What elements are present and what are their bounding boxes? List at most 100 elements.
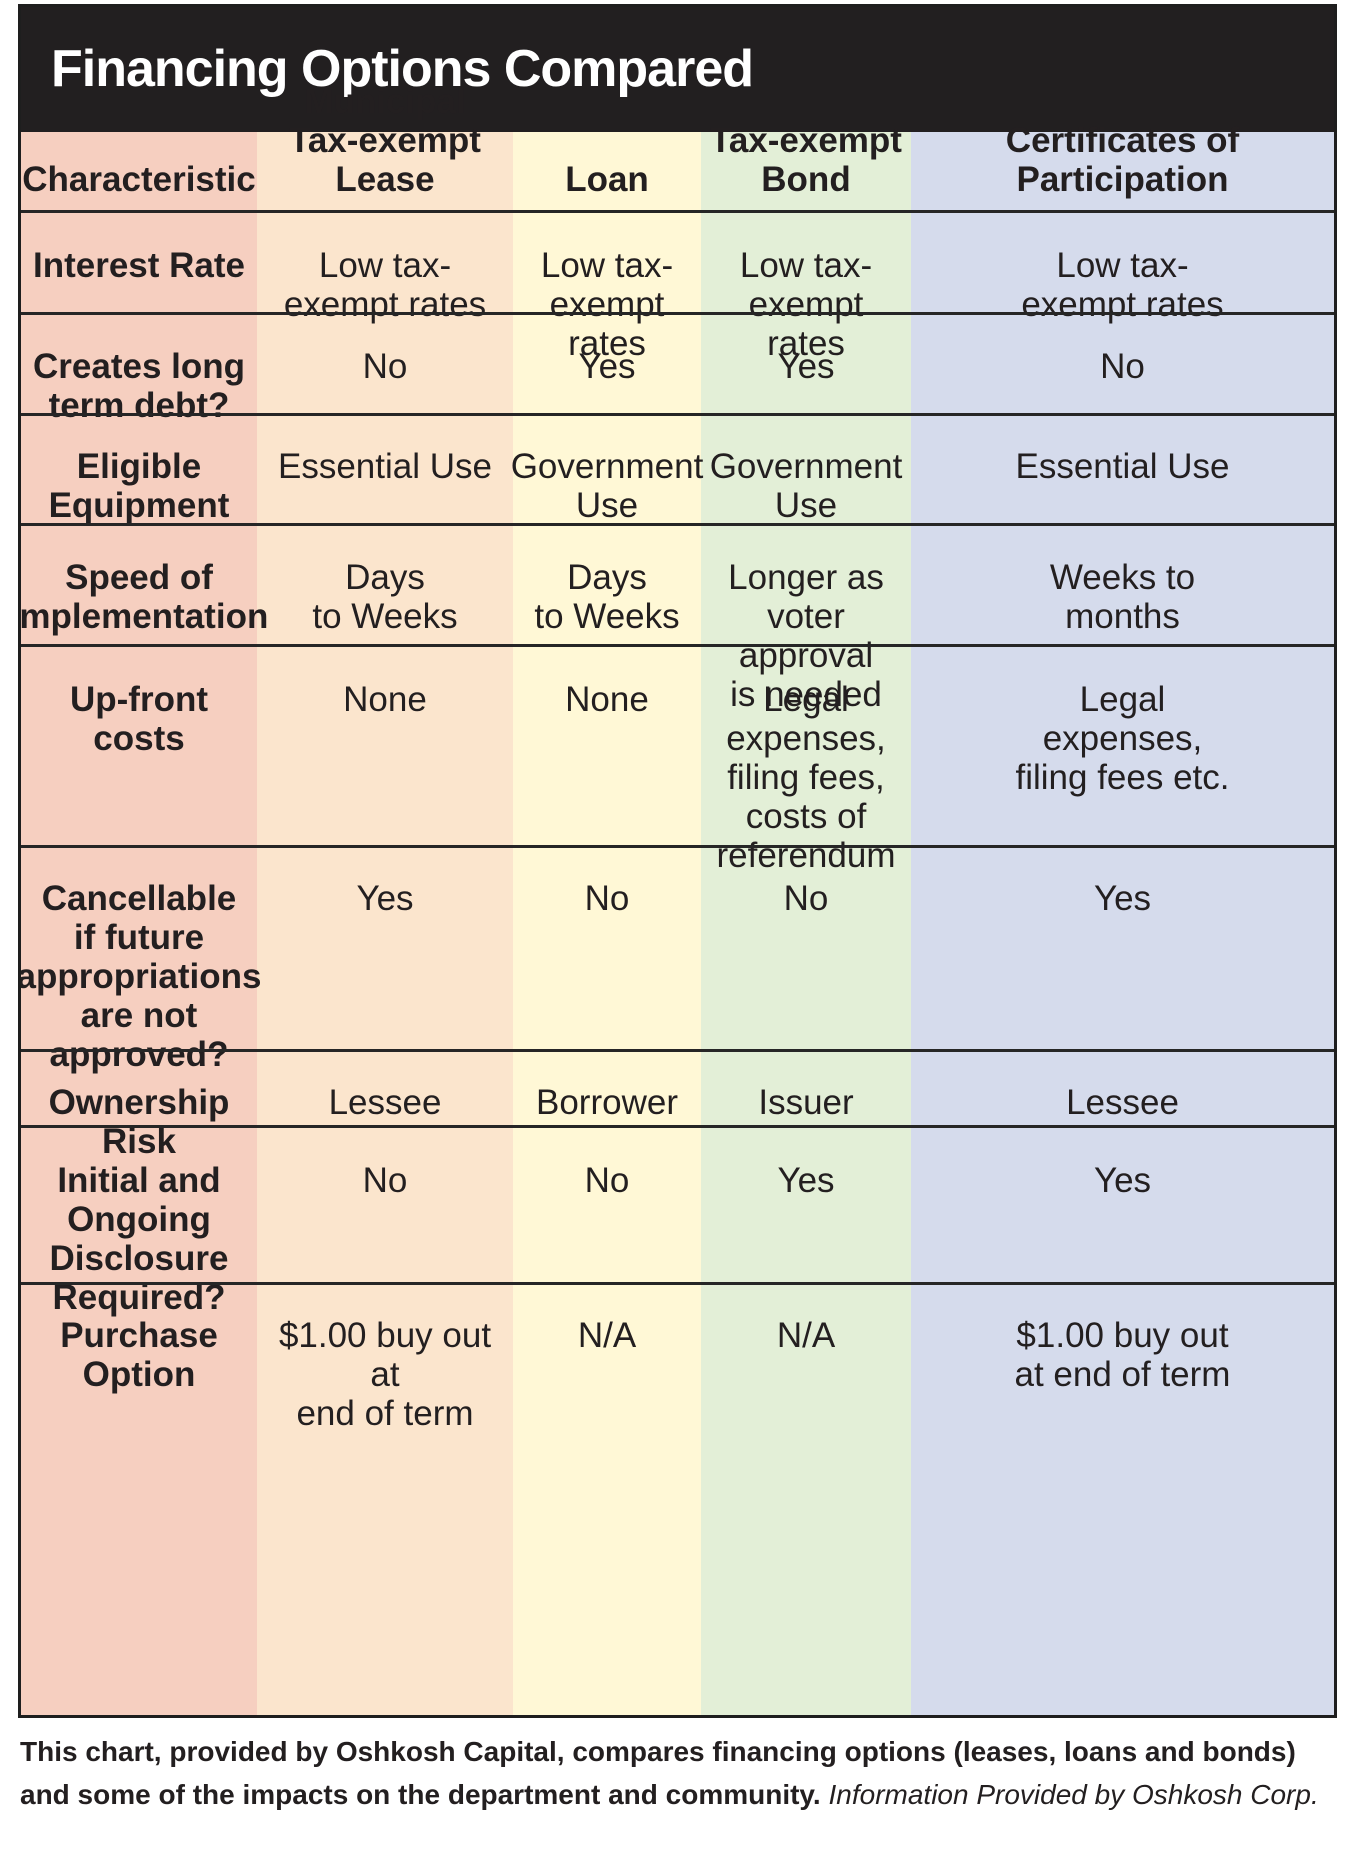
- row-divider: [21, 413, 1334, 416]
- row-divider: [21, 523, 1334, 526]
- table-cell-cop: Low tax-exempt rates: [911, 211, 1334, 324]
- cell-text: Interest Rate: [32, 246, 246, 285]
- cell-text: Creates long term debt?: [33, 347, 245, 425]
- table-cell-bond: N/A: [701, 1283, 911, 1715]
- cell-text: Weeks to months: [1049, 558, 1196, 636]
- cell-text: N/A: [577, 1316, 637, 1355]
- cell-text: Government Use: [510, 447, 704, 525]
- cell-text: Purchase Option: [60, 1316, 218, 1394]
- column-background-bond: [701, 132, 911, 1715]
- table-cell-loan: None: [513, 645, 701, 846]
- caption-text: This chart, provided by Oshkosh Capital,…: [20, 1736, 1296, 1810]
- cell-text: Legal expenses, filing fees etc.: [1015, 680, 1230, 797]
- cell-text: No: [584, 1161, 630, 1200]
- cell-text: Longer as voter approval is needed: [728, 558, 884, 714]
- table-cell-loan: Government Use: [510, 414, 704, 525]
- cell-text: No: [783, 879, 829, 918]
- row-label: Ownership Risk: [21, 1050, 257, 1161]
- table-cell-lease: $1.00 buy out at end of term: [257, 1283, 513, 1715]
- cell-text: Low tax-exempt rates: [540, 246, 674, 363]
- header-cop: Certificates of Participation: [911, 121, 1334, 211]
- header-lease: Municipal Tax-exempt Lease: [257, 82, 513, 211]
- comparison-table: Characteristic Municipal Tax-exempt Lease L…: [21, 82, 1334, 1715]
- row-divider: [21, 312, 1334, 315]
- row-label: Initial and Ongoing Disclosure Required?: [21, 1126, 257, 1317]
- table-cell-lease: Lessee: [257, 1050, 513, 1126]
- row-label: Cancellable if future appropriations are no…: [21, 846, 262, 1074]
- cell-text: Days to Weeks: [312, 558, 458, 636]
- table-cell-lease: Low tax-exempt rates: [257, 211, 513, 324]
- cell-text: Government Use: [709, 447, 903, 525]
- table-cell-loan: Yes: [513, 313, 701, 414]
- cell-text: $1.00 buy out at end of term: [1014, 1316, 1231, 1394]
- cell-text: Yes: [356, 879, 414, 918]
- cell-text: Lessee: [328, 1083, 442, 1122]
- table-cell-cop: No: [911, 313, 1334, 414]
- cell-text: Low tax-exempt rates: [283, 246, 487, 324]
- cell-text: Yes: [1093, 879, 1152, 918]
- table-cell-bond: Legal expenses, filing fees, costs of refere…: [701, 645, 911, 875]
- table-cell-loan: Borrower: [513, 1050, 701, 1126]
- cell-text: N/A: [776, 1316, 836, 1355]
- cell-text: No: [1100, 347, 1145, 386]
- table-cell-cop: Legal expenses, filing fees etc.: [911, 645, 1334, 846]
- cell-text: Borrower: [536, 1083, 678, 1122]
- header-characteristic: Characteristic: [21, 132, 257, 211]
- header-loan: Loan: [513, 132, 701, 211]
- cell-text: Low tax-exempt rates: [1021, 246, 1224, 324]
- cell-text: No: [584, 879, 630, 918]
- column-background-lease: [257, 132, 513, 1715]
- row-label: Eligible Equipment: [21, 414, 257, 525]
- table-cell-loan: N/A: [513, 1283, 701, 1715]
- page-title: Financing Options Compared: [21, 7, 1334, 132]
- row-divider: [21, 1125, 1334, 1128]
- cell-text: Yes: [1093, 1161, 1152, 1200]
- table-cell-bond: Low tax-exempt rates: [701, 211, 911, 363]
- cell-text: Certificates of Participation: [1005, 121, 1240, 199]
- cell-text: No: [362, 347, 408, 386]
- cell-text: Tax-exempt Bond: [710, 121, 902, 199]
- table-cell-loan: Days to Weeks: [513, 524, 701, 645]
- table-cell-cop: Essential Use: [911, 414, 1334, 524]
- cell-text: Yes: [777, 347, 835, 386]
- cell-text: Essential Use: [1015, 447, 1230, 486]
- table-cell-lease: No: [257, 313, 513, 414]
- cell-text: Up-front costs: [69, 680, 208, 758]
- column-background-cop: [911, 132, 1334, 1715]
- row-label: Up-front costs: [21, 645, 257, 846]
- table-cell-cop: Yes: [911, 846, 1334, 1050]
- table-cell-bond: Government Use: [701, 414, 911, 525]
- cell-text: $1.00 buy out at end of term: [278, 1316, 492, 1433]
- table-cell-bond: Yes: [701, 1126, 911, 1283]
- cell-text: Municipal Tax-exempt Lease: [289, 82, 481, 199]
- table-cell-cop: Weeks to months: [911, 524, 1334, 645]
- cell-text: Legal expenses, filing fees, costs of refere…: [716, 680, 896, 875]
- column-background-loan: [513, 132, 701, 1715]
- row-divider: [21, 1049, 1334, 1052]
- table-cell-lease: No: [257, 1126, 513, 1283]
- cell-text: None: [343, 680, 427, 719]
- cell-text: Issuer: [758, 1083, 854, 1122]
- caption: This chart, provided by Oshkosh Capital,…: [20, 1730, 1340, 1816]
- cell-text: Days to Weeks: [534, 558, 680, 636]
- row-divider: [21, 845, 1334, 848]
- table-cell-loan: No: [513, 1126, 701, 1283]
- table-cell-lease: Essential Use: [257, 414, 513, 524]
- row-label: Speed of Implementation: [21, 524, 268, 645]
- cell-text: Characteristic: [22, 160, 256, 199]
- table-cell-lease: Yes: [257, 846, 513, 1050]
- table-cell-cop: $1.00 buy out at end of term: [911, 1283, 1334, 1715]
- cell-text: Low tax-exempt rates: [739, 246, 873, 363]
- table-cell-lease: None: [257, 645, 513, 846]
- table-cell-lease: Days to Weeks: [257, 524, 513, 645]
- row-divider: [21, 1282, 1334, 1285]
- table-cell-loan: Low tax-exempt rates: [513, 211, 701, 363]
- row-divider: [21, 210, 1334, 213]
- cell-text: None: [565, 680, 649, 719]
- cell-text: Cancellable if future appropriations are no…: [18, 879, 262, 1074]
- row-label: Creates long term debt?: [21, 313, 257, 425]
- row-divider: [21, 644, 1334, 647]
- chart-frame: Financing Options Compared Characteristi…: [18, 4, 1337, 1718]
- cell-text: Loan: [565, 160, 649, 199]
- row-label: Interest Rate: [21, 211, 257, 313]
